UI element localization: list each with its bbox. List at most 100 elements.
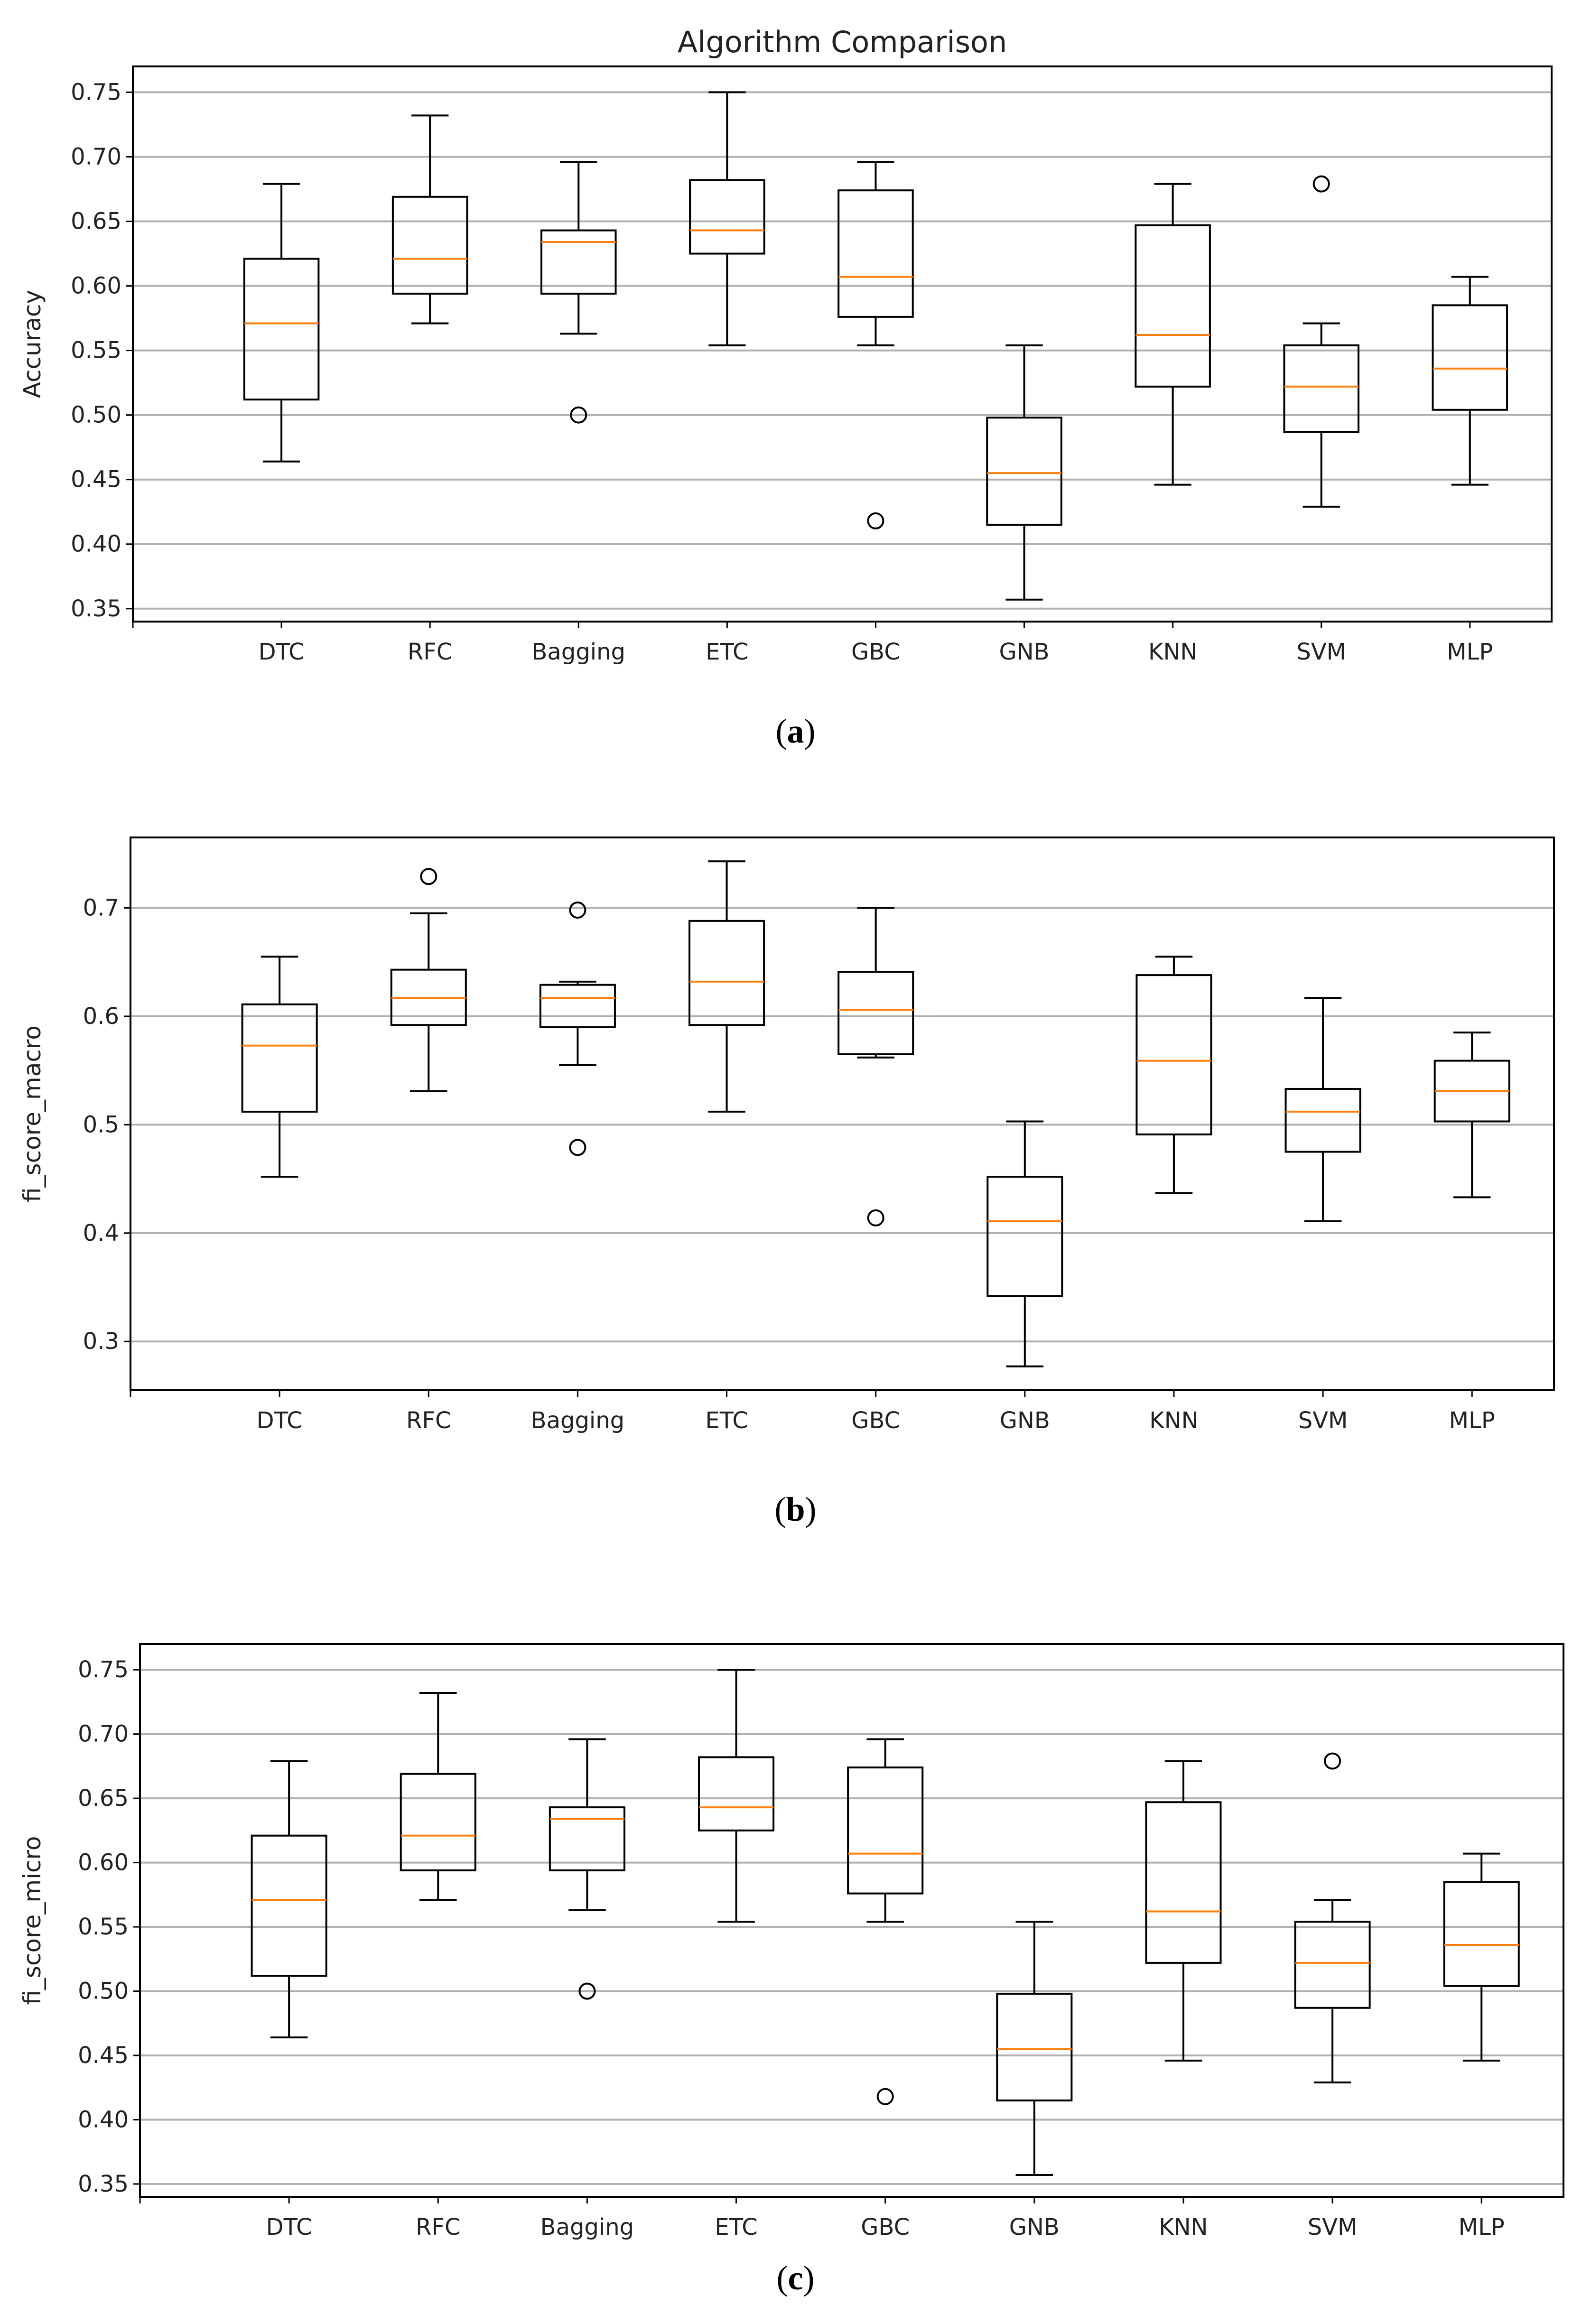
x-tick-label: MLP xyxy=(1449,1407,1495,1434)
y-tick-label: 0.3 xyxy=(83,1328,119,1355)
box-iqr xyxy=(1145,1801,1222,1964)
x-tick-label: RFC xyxy=(408,639,452,665)
box-iqr xyxy=(1135,224,1211,388)
box-etc xyxy=(689,91,765,346)
outlier-point xyxy=(569,902,586,919)
box-iqr xyxy=(1283,344,1359,433)
x-tick-label: DTC xyxy=(259,639,305,665)
x-tick-label: GBC xyxy=(861,2214,910,2240)
x-tick-label: GBC xyxy=(851,1407,900,1434)
outlier-point xyxy=(1324,1752,1341,1770)
box-mlp xyxy=(1443,1852,1520,2062)
box-iqr xyxy=(243,258,320,400)
y-tick-label: 0.45 xyxy=(78,2042,129,2069)
box-iqr xyxy=(996,1992,1073,2101)
y-tick-label: 0.70 xyxy=(78,1721,129,1748)
x-tick-label: KNN xyxy=(1149,1407,1198,1434)
box-iqr xyxy=(1135,974,1212,1135)
y-tick-label: 0.55 xyxy=(78,1914,129,1940)
box-iqr xyxy=(539,984,616,1028)
y-tick-label: 0.60 xyxy=(78,1850,129,1876)
x-tick-label: RFC xyxy=(416,2214,460,2240)
box-rfc xyxy=(400,1692,476,1901)
x-tick-label: Bagging xyxy=(540,2214,634,2240)
caption-a: (a) xyxy=(775,712,816,750)
chart-title: Algorithm Comparison xyxy=(678,25,1007,59)
outlier-point xyxy=(420,868,437,885)
box-iqr xyxy=(986,1175,1063,1297)
x-tick-label: DTC xyxy=(257,1407,303,1434)
box-iqr xyxy=(837,971,914,1055)
y-tick-label: 0.45 xyxy=(71,466,121,493)
box-gbc xyxy=(847,1738,924,2105)
x-tick-label: ETC xyxy=(715,2214,757,2240)
x-tick-label: SVM xyxy=(1308,2214,1358,2240)
box-mlp xyxy=(1433,1032,1510,1199)
box-knn xyxy=(1135,183,1211,486)
outlier-point xyxy=(876,2088,894,2105)
y-tick-label: 0.65 xyxy=(71,208,121,235)
outlier-point xyxy=(578,1982,596,2000)
axes-frame xyxy=(130,837,1555,1391)
y-tick-label: 0.35 xyxy=(78,2171,129,2197)
x-tick-label: DTC xyxy=(266,2214,312,2240)
box-iqr xyxy=(1443,1881,1520,1987)
box-dtc xyxy=(251,1760,327,2039)
y-tick-label: 0.5 xyxy=(83,1111,119,1138)
box-iqr xyxy=(986,417,1062,526)
box-bagging xyxy=(539,902,616,1156)
y-tick-label: 0.70 xyxy=(71,143,121,170)
y-tick-label: 0.4 xyxy=(83,1220,119,1246)
box-iqr xyxy=(689,920,765,1026)
x-tick-label: SVM xyxy=(1298,1407,1348,1434)
box-gnb xyxy=(996,1921,1073,2176)
box-dtc xyxy=(243,183,320,463)
x-tick-label: ETC xyxy=(706,639,748,665)
x-tick-label: GNB xyxy=(1000,1407,1050,1434)
axes-frame xyxy=(132,65,1553,623)
box-iqr xyxy=(1294,1921,1371,2009)
box-gnb xyxy=(986,1120,1063,1367)
x-tick-label: SVM xyxy=(1296,639,1346,665)
box-bagging xyxy=(540,161,617,424)
x-tick-label: Bagging xyxy=(531,1407,625,1434)
box-iqr xyxy=(241,1003,318,1113)
chart-b-f1-macro: 0.3 0.4 0.5 0.6 0.7 DTC RFC Bagging ETC GBC GNB KNN… xyxy=(19,837,1555,1434)
box-rfc xyxy=(391,114,468,325)
box-bagging xyxy=(549,1738,625,2000)
box-dtc xyxy=(241,956,318,1178)
axes-frame xyxy=(139,1643,1564,2198)
y-tick-label: 0.50 xyxy=(78,1978,129,2005)
outlier-point xyxy=(867,512,884,530)
x-tick-label: MLP xyxy=(1459,2214,1505,2240)
box-rfc xyxy=(390,868,467,1092)
x-tick-label: ETC xyxy=(705,1407,748,1434)
outlier-point xyxy=(570,406,587,424)
box-iqr xyxy=(689,179,765,255)
box-gbc xyxy=(837,161,914,530)
box-gnb xyxy=(986,344,1062,601)
y-tick-label: 0.60 xyxy=(71,273,121,299)
y-tick-label: 0.40 xyxy=(78,2106,129,2133)
y-tick-label: 0.35 xyxy=(71,595,121,622)
box-etc xyxy=(689,860,765,1113)
box-iqr xyxy=(400,1773,476,1871)
x-tick-label: MLP xyxy=(1447,639,1493,665)
caption-c: (c) xyxy=(776,2259,815,2297)
y-tick-label: 0.40 xyxy=(71,531,121,558)
chart-c-f1-micro: 0.35 0.40 0.45 0.50 0.55 0.60 0.65 0.70 0.75 DTC R… xyxy=(19,1643,1564,2240)
y-axis-title: fi_score_macro xyxy=(19,1025,46,1202)
x-tick-label: KNN xyxy=(1159,2214,1208,2240)
x-tick-label: RFC xyxy=(406,1407,451,1434)
y-tick-label: 0.75 xyxy=(78,1656,129,1683)
box-svm xyxy=(1294,1752,1371,2083)
y-tick-label: 0.65 xyxy=(78,1785,129,1812)
outlier-point xyxy=(569,1139,586,1156)
x-tick-label: KNN xyxy=(1148,639,1197,665)
box-knn xyxy=(1135,956,1212,1194)
y-axis-title: fi_score_micro xyxy=(19,1836,46,2005)
box-iqr xyxy=(251,1834,327,1977)
y-tick-label: 0.7 xyxy=(83,894,119,921)
x-tick-label: GBC xyxy=(851,639,900,665)
